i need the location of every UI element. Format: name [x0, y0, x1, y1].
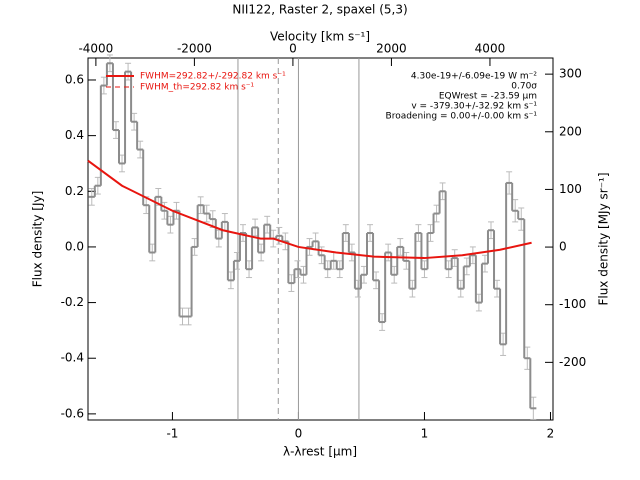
y2-tick-label: 300	[559, 67, 582, 81]
x2-tick-label: -4000	[78, 42, 113, 56]
x2-tick-label: 0	[289, 42, 297, 56]
annotation: 0.70σ	[511, 82, 537, 92]
y-tick-label: 0.4	[65, 128, 84, 142]
chart-title: NII122, Raster 2, spaxel (5,3)	[232, 3, 407, 17]
y-tick-label: 0.2	[65, 184, 84, 198]
legend-label: FWHM_th=292.82 km s⁻¹	[140, 83, 255, 93]
y-tick-label: -0.2	[61, 295, 84, 309]
x-axis-label: λ-λrest [μm]	[283, 445, 357, 459]
y2-tick-label: -100	[559, 297, 586, 311]
y-tick-label: 0.0	[65, 239, 84, 253]
annotation: v = -379.30+/-32.92 km s⁻¹	[411, 102, 537, 112]
annotation: Broadening = 0.00+/-0.00 km s⁻¹	[386, 112, 538, 122]
y-axis-label: Flux density [Jy]	[31, 191, 45, 288]
x2-axis-label: Velocity [km s⁻¹]	[270, 30, 370, 44]
y2-tick-label: 100	[559, 182, 582, 196]
x2-tick-label: 2000	[376, 42, 407, 56]
x2-tick-label: 4000	[475, 42, 506, 56]
x-tick-label: -1	[166, 427, 178, 441]
x2-tick-label: -2000	[177, 42, 212, 56]
annotation: EQWrest = -23.59 μm	[439, 92, 537, 102]
fit-line	[87, 159, 532, 260]
legend-label: FWHM=292.82+/-292.82 km s⁻¹	[140, 72, 286, 82]
x-tick-label: 1	[421, 427, 429, 441]
y2-tick-label: -200	[559, 355, 586, 369]
y-tick-label: -0.6	[61, 406, 84, 420]
y-tick-label: 0.6	[65, 72, 84, 86]
plot-frame	[87, 57, 554, 421]
y2-axis-label: Flux density [MJy sr⁻¹]	[597, 172, 611, 305]
y2-tick-label: 0	[559, 240, 567, 254]
y-tick-label: -0.4	[61, 351, 84, 365]
x-tick-label: 2	[547, 427, 555, 441]
y2-tick-label: 200	[559, 124, 582, 138]
x-tick-label: 0	[295, 427, 303, 441]
annotation: 4.30e-19+/-6.09e-19 W m⁻²	[411, 72, 538, 82]
